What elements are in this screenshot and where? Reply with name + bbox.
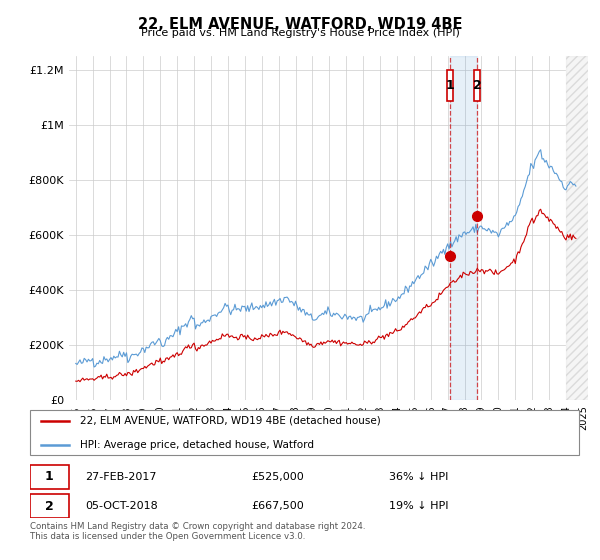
Text: 2: 2	[473, 79, 482, 92]
Text: 36% ↓ HPI: 36% ↓ HPI	[389, 472, 448, 482]
Text: 05-OCT-2018: 05-OCT-2018	[85, 501, 158, 511]
Text: 2: 2	[45, 500, 53, 513]
FancyBboxPatch shape	[30, 465, 68, 488]
Text: 22, ELM AVENUE, WATFORD, WD19 4BE (detached house): 22, ELM AVENUE, WATFORD, WD19 4BE (detac…	[80, 416, 380, 426]
Text: Contains HM Land Registry data © Crown copyright and database right 2024.: Contains HM Land Registry data © Crown c…	[30, 522, 365, 531]
Bar	[566, 56, 590, 400]
Text: 1: 1	[446, 79, 455, 92]
FancyBboxPatch shape	[30, 410, 579, 455]
Text: This data is licensed under the Open Government Licence v3.0.: This data is licensed under the Open Gov…	[30, 532, 305, 541]
Text: 27-FEB-2017: 27-FEB-2017	[85, 472, 157, 482]
FancyBboxPatch shape	[475, 70, 480, 101]
FancyBboxPatch shape	[30, 494, 68, 518]
Bar	[566, 56, 590, 400]
Text: 22, ELM AVENUE, WATFORD, WD19 4BE: 22, ELM AVENUE, WATFORD, WD19 4BE	[138, 17, 462, 32]
Text: Price paid vs. HM Land Registry's House Price Index (HPI): Price paid vs. HM Land Registry's House …	[140, 28, 460, 38]
Text: HPI: Average price, detached house, Watford: HPI: Average price, detached house, Watf…	[80, 440, 314, 450]
Bar	[450, 56, 477, 400]
Text: £525,000: £525,000	[251, 472, 304, 482]
Text: 1: 1	[45, 470, 53, 483]
FancyBboxPatch shape	[447, 70, 453, 101]
Text: £667,500: £667,500	[251, 501, 304, 511]
Text: 19% ↓ HPI: 19% ↓ HPI	[389, 501, 448, 511]
